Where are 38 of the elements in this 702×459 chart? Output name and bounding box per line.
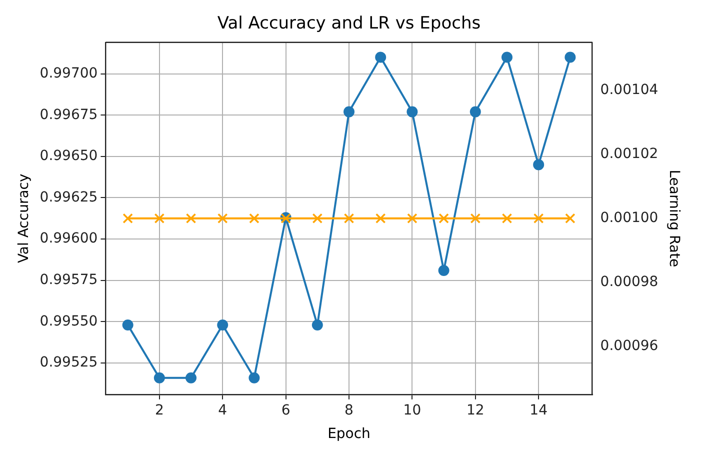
x-axis-title: Epoch: [328, 426, 370, 442]
point: [375, 52, 386, 63]
y2-tick-label: 0.00104: [600, 82, 658, 98]
y2-tick-label: 0.00100: [600, 210, 658, 226]
x-tick-label: 2: [154, 402, 164, 418]
x-tick-label: 14: [530, 402, 548, 418]
y-tick-label: 0.99600: [40, 230, 98, 247]
x-tick-label: 4: [218, 402, 228, 418]
point: [533, 159, 544, 170]
y-tick-label: 0.99575: [40, 272, 98, 288]
y-tick-label: 0.99625: [40, 189, 98, 206]
y-tick-label: 0.99700: [40, 65, 98, 82]
x-tick-label: 12: [466, 402, 484, 418]
y2-tick-label: 0.00098: [600, 274, 658, 290]
x-tick-label: 10: [403, 402, 422, 418]
point: [186, 372, 197, 384]
point: [564, 52, 576, 63]
y-tick-label: 0.99675: [40, 106, 98, 123]
point: [438, 264, 450, 276]
point: [248, 372, 260, 384]
y-tick-label: 0.99550: [40, 313, 98, 330]
point: [406, 106, 418, 118]
point: [312, 319, 323, 330]
chart-title: Val Accuracy and LR vs Epochs: [217, 14, 481, 34]
y-tick-label: 0.99650: [40, 148, 98, 164]
point: [501, 52, 512, 63]
y-axis-title: Val Accuracy: [16, 174, 32, 264]
y2-tick-label: 0.00102: [600, 146, 658, 162]
x-tick-label: 6: [281, 402, 290, 418]
x-tick-label: 8: [344, 402, 354, 418]
point: [217, 319, 228, 330]
y2-tick-label: 0.00096: [600, 338, 658, 354]
y-tick-label: 0.99525: [40, 354, 98, 371]
point: [470, 106, 481, 118]
y2-axis-title: Learning Rate: [666, 170, 682, 268]
point: [344, 106, 354, 118]
point: [122, 319, 134, 330]
point: [154, 372, 165, 384]
